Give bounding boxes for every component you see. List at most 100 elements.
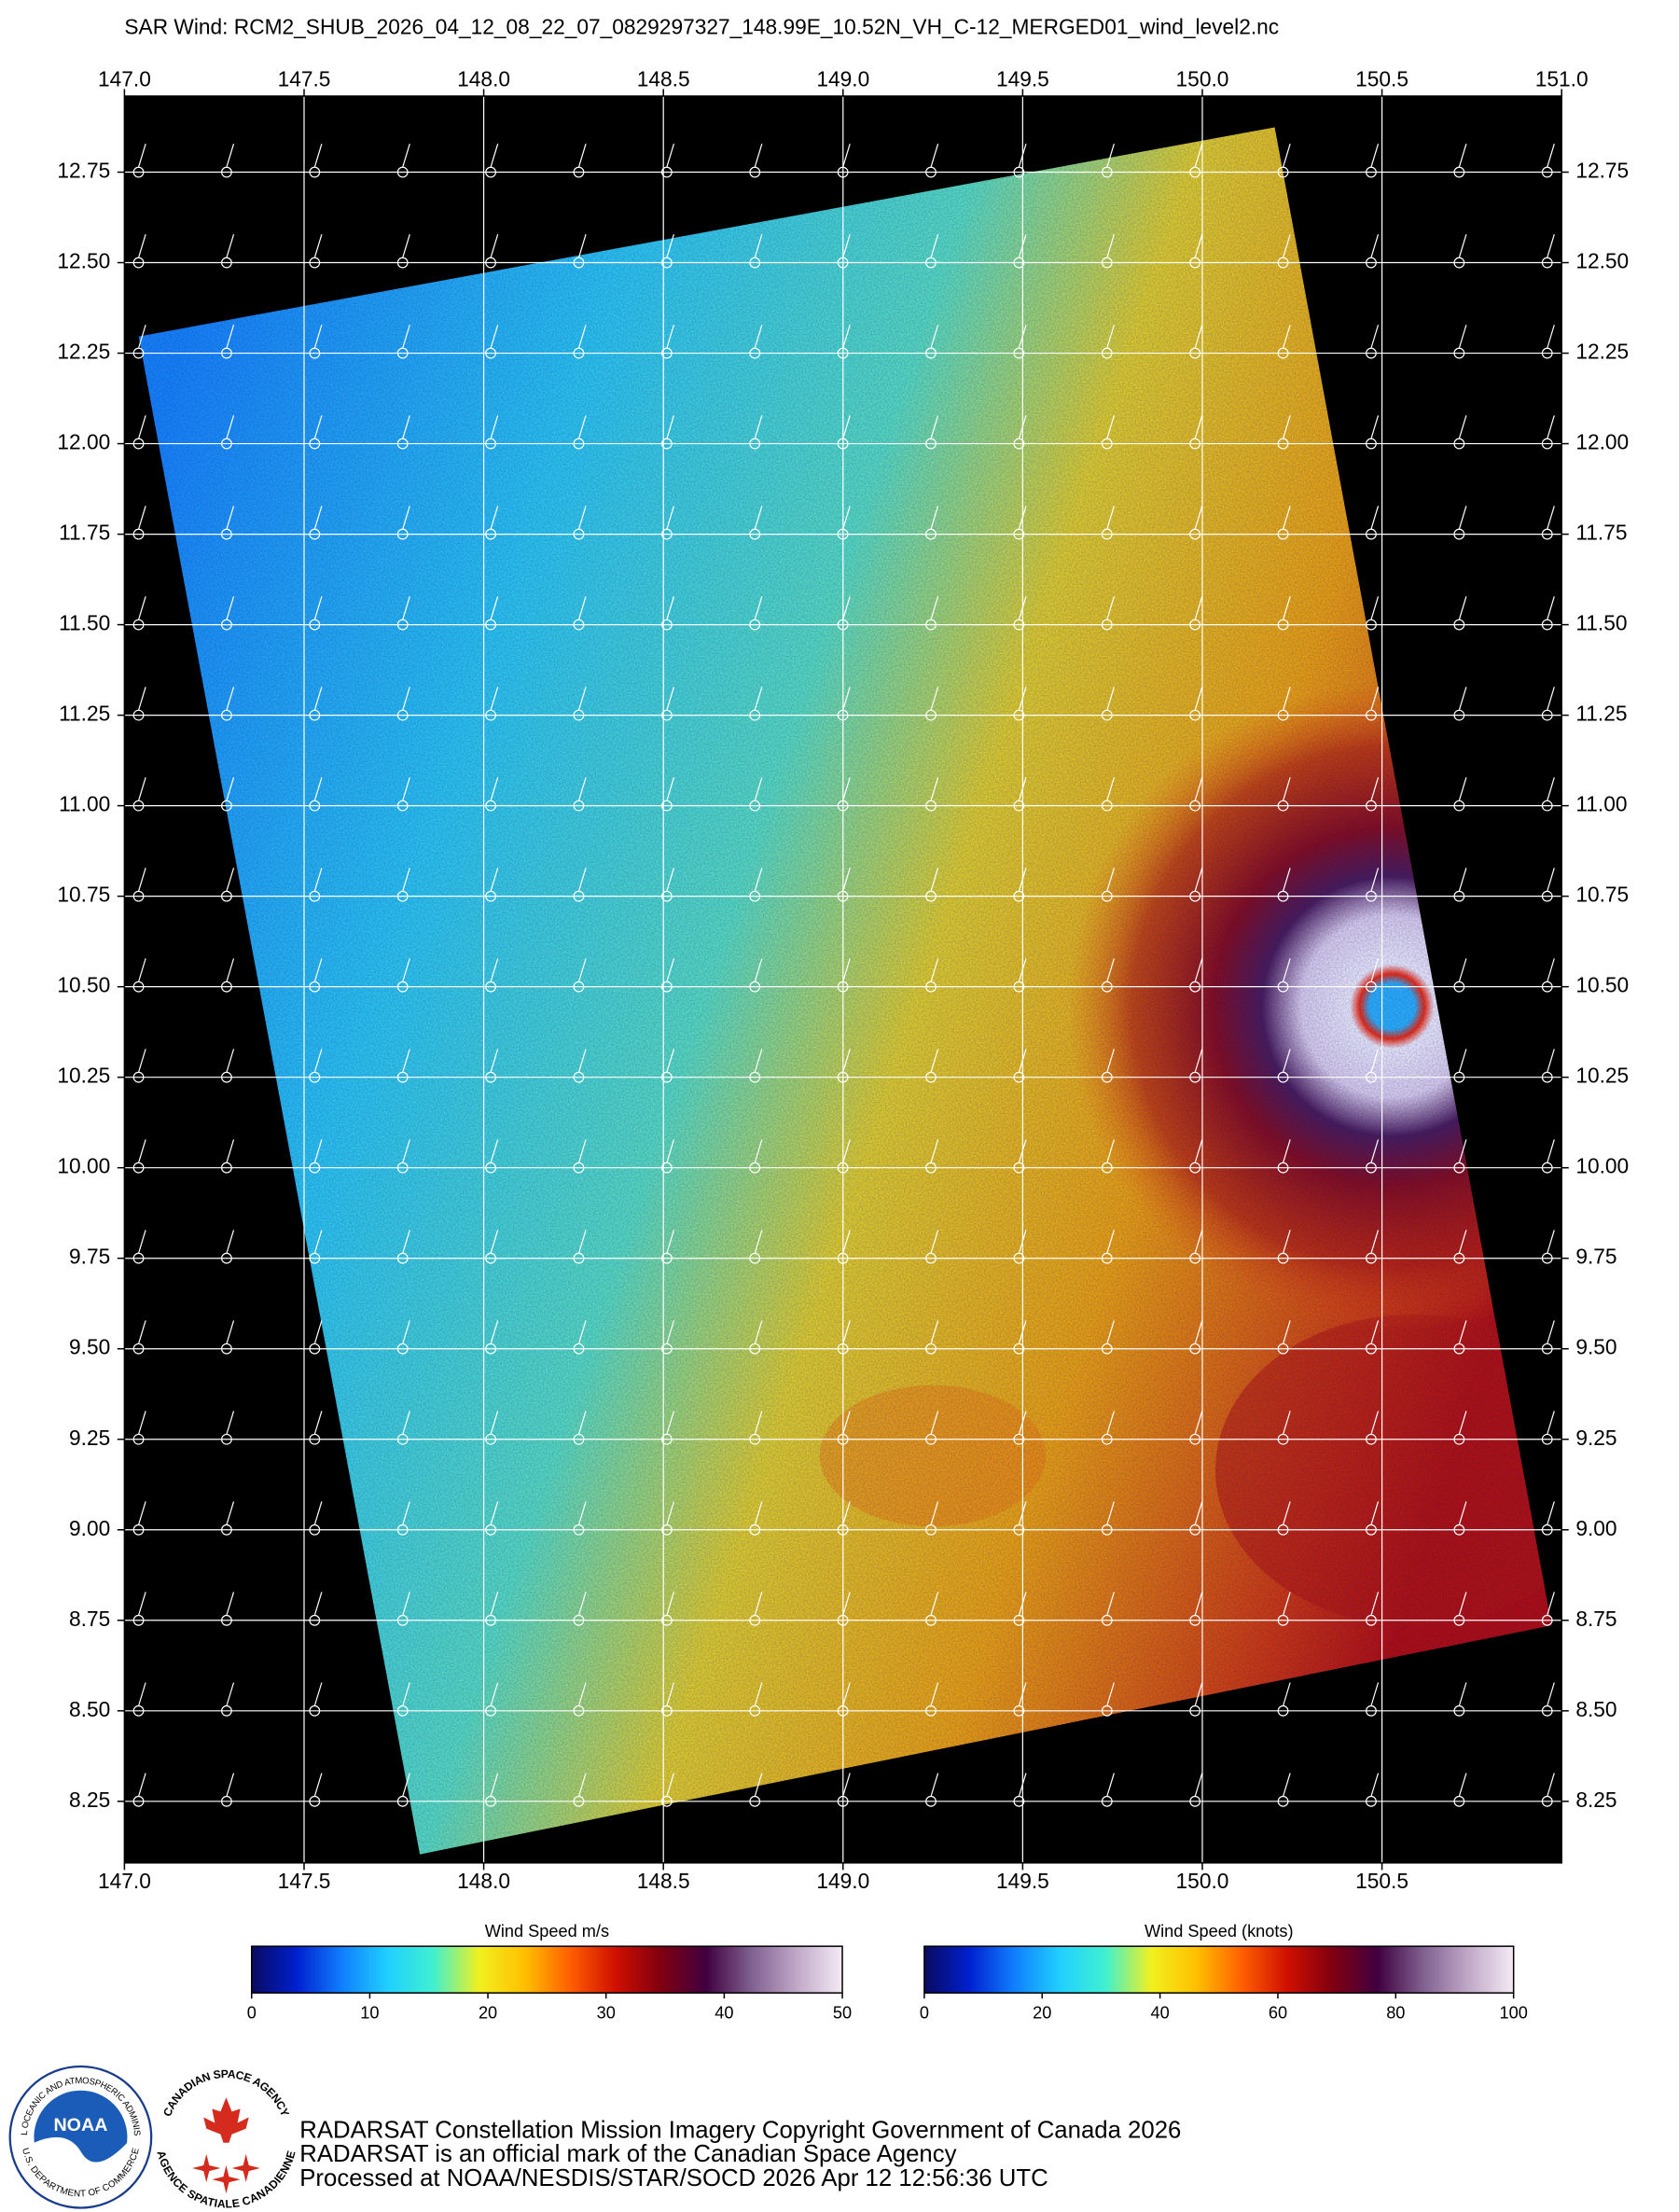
barb-staff [226,325,235,349]
barb-station [660,528,673,540]
barb-staff [842,1592,851,1616]
noaa-logo: NOAA NATIONAL OCEANIC AND ATMOSPHERIC AD… [8,2065,153,2209]
barb-station [1013,1614,1025,1626]
barb-staff [226,1501,235,1525]
barb-staff [402,1411,410,1435]
barb-staff [666,1320,675,1344]
barb-staff [402,1139,410,1163]
barb-staff [226,1139,235,1163]
barb-staff [313,1230,323,1254]
barb-staff [402,596,410,620]
y-tick-label: 12.25 [1575,340,1629,364]
barb-station [132,166,145,178]
barb-staff [1194,1139,1203,1163]
barb-staff [402,506,410,530]
barb-staff [666,1411,675,1435]
barb-staff [1458,1230,1467,1254]
barb-staff [666,1592,675,1616]
barb-staff [1370,1411,1380,1435]
barb-staff [1194,144,1203,168]
barb-station [485,166,497,178]
barb-staff [842,506,851,530]
barb-staff [490,1320,499,1344]
barb-staff [1370,1773,1380,1797]
barb-staff [666,234,675,258]
barb-staff [842,596,851,620]
barb-staff [1282,687,1291,711]
x-tick-label: 148.0 [457,1869,510,1893]
barb-staff [402,325,410,349]
barb-staff [490,234,499,258]
colorbar-tick-label: 40 [1150,2004,1169,2023]
y-tick-label: 11.50 [1575,611,1627,635]
barb-staff [1106,687,1115,711]
barb-staff [1370,144,1380,168]
barb-staff [754,415,763,439]
barb-staff [1282,506,1291,530]
barb-staff [1547,1773,1555,1797]
barb-station [1366,1523,1377,1536]
barb-staff [1458,1320,1467,1344]
barb-staff [666,596,675,620]
barb-staff [402,144,410,168]
barb-staff [577,1320,587,1344]
barb-station [1366,1795,1377,1807]
barb-staff [1458,1682,1467,1706]
barb-staff [1370,234,1380,258]
barb-station [1541,528,1553,540]
barb-staff [577,1230,587,1254]
barb-station [221,528,232,540]
barb-staff [1547,1501,1555,1525]
barb-staff [137,1139,146,1163]
barb-staff [402,234,410,258]
colorbar-tick-label: 20 [1033,2004,1051,2023]
barb-staff [313,415,323,439]
barb-staff [137,1682,146,1706]
barb-station [749,528,761,540]
barb-staff [1458,777,1467,801]
barb-station [1366,890,1377,902]
barb-staff [1282,1139,1291,1163]
barb-staff [1106,777,1115,801]
barb-staff [1370,596,1380,620]
barb-staff [1370,1592,1380,1616]
barb-staff [666,1682,675,1706]
barb-staff [842,415,851,439]
barb-staff [666,506,675,530]
barb-staff [1458,1049,1467,1073]
barb-staff [754,1139,763,1163]
barb-staff [930,687,939,711]
barb-staff [137,1592,146,1616]
barb-staff [930,958,939,982]
barb-staff [754,1773,763,1797]
barb-staff [1458,234,1467,258]
x-tick-label: 147.0 [98,1869,151,1893]
barb-staff [1547,1411,1555,1435]
barb-staff [313,596,323,620]
barb-staff [1458,1139,1467,1163]
barb-staff [1106,596,1115,620]
barb-staff [226,144,235,168]
barb-staff [1547,687,1555,711]
barb-staff [402,958,410,982]
barb-staff [137,1501,146,1525]
colorbar-tick-label: 80 [1386,2004,1405,2023]
barb-staff [313,1682,323,1706]
barb-station [1366,257,1377,269]
barb-staff [1106,868,1115,892]
barb-station [1366,800,1377,812]
barb-staff [1458,1773,1467,1797]
barb-station [1013,1523,1025,1536]
barb-staff [402,777,410,801]
barb-station [1013,709,1025,721]
barb-staff [1370,1230,1380,1254]
barb-station [1013,528,1025,540]
barb-station [1366,347,1377,359]
logo-gull [34,2136,128,2190]
barb-staff [490,1682,499,1706]
barb-staff [842,1049,851,1073]
barb-station [485,528,497,540]
barb-staff [930,777,939,801]
barb-station [1013,800,1025,812]
barb-station [1366,1704,1377,1717]
